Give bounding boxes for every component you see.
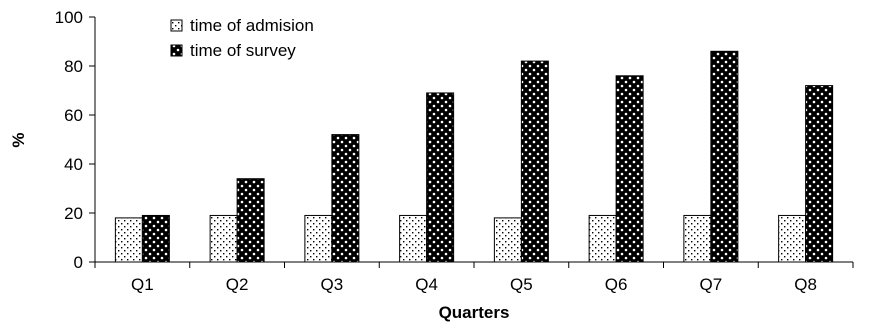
bar-admision-q6 [588, 214, 617, 263]
legend-label-survey: time of survey [190, 41, 296, 60]
bar-survey-q4 [426, 92, 455, 263]
x-ticks-group: Q1 Q2 Q3 Q4 Q5 Q6 Q7 Q8 [94, 262, 854, 294]
y-tick-label-80: 80 [64, 57, 83, 76]
x-tick-label-q7: Q7 [700, 275, 723, 294]
y-tick-label-100: 100 [55, 8, 83, 27]
x-tick-label-q3: Q3 [321, 275, 344, 294]
bar-admision-q2 [209, 214, 238, 263]
bar-admision-q1 [114, 217, 143, 263]
y-tick-label-60: 60 [64, 106, 83, 125]
bar-admision-q7 [683, 214, 712, 263]
y-tick-label-0: 0 [74, 253, 83, 272]
x-tick-label-q1: Q1 [131, 275, 154, 294]
legend-item-survey: time of survey [170, 41, 296, 60]
bar-admision-q3 [304, 214, 333, 263]
x-tick-label-q8: Q8 [794, 275, 817, 294]
bar-admision-q5 [493, 217, 522, 263]
bar-survey-q5 [520, 60, 549, 263]
legend-swatch-survey [170, 44, 183, 57]
x-tick-label-q2: Q2 [226, 275, 249, 294]
y-tick-label-20: 20 [64, 204, 83, 223]
legend-label-admision: time of admision [190, 16, 314, 35]
bar-survey-q7 [710, 50, 739, 263]
y-tick-label-40: 40 [64, 155, 83, 174]
bars-group [114, 50, 834, 263]
bar-admision-q8 [778, 214, 807, 263]
legend: time of admision time of survey [170, 16, 314, 60]
bar-survey-q6 [615, 75, 644, 263]
bar-admision-q4 [399, 214, 428, 263]
x-tick-label-q6: Q6 [605, 275, 628, 294]
bar-survey-q2 [236, 178, 265, 263]
y-ticks-group: 0 20 40 60 80 100 [55, 8, 95, 272]
x-axis-title: Quarters [439, 303, 510, 322]
bar-survey-q1 [141, 214, 170, 263]
x-tick-label-q4: Q4 [415, 275, 438, 294]
bar-survey-q3 [331, 134, 360, 263]
x-tick-label-q5: Q5 [510, 275, 533, 294]
bar-survey-q8 [805, 85, 834, 263]
legend-item-admision: time of admision [170, 16, 314, 35]
y-axis-title: % [9, 132, 28, 147]
legend-swatch-admision [170, 19, 183, 32]
